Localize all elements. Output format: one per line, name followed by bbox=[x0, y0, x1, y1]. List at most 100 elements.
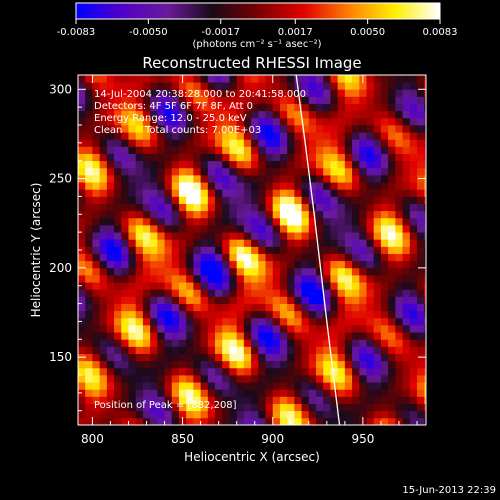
heatmap-cell bbox=[135, 325, 144, 333]
heatmap-cell bbox=[402, 275, 411, 283]
heatmap-cell bbox=[78, 189, 86, 197]
heatmap-cell bbox=[193, 196, 202, 204]
heatmap-cell bbox=[265, 310, 274, 319]
heatmap-cell bbox=[323, 375, 331, 383]
heatmap-cell bbox=[178, 196, 187, 204]
heatmap-cell bbox=[121, 410, 129, 419]
heatmap-cell bbox=[164, 275, 173, 283]
heatmap-cell bbox=[178, 310, 187, 319]
heatmap-cell bbox=[279, 139, 288, 147]
heatmap-cell bbox=[352, 339, 360, 347]
heatmap-cell bbox=[99, 282, 108, 290]
heatmap-cell bbox=[114, 403, 122, 412]
heatmap-cell bbox=[164, 110, 173, 119]
heatmap-cell bbox=[243, 382, 252, 390]
heatmap-cell bbox=[294, 196, 302, 204]
heatmap-cell bbox=[135, 282, 144, 290]
heatmap-cell bbox=[402, 232, 411, 240]
heatmap-cell bbox=[308, 82, 317, 90]
heatmap-cell bbox=[150, 139, 158, 147]
heatmap-cell bbox=[279, 353, 288, 362]
heatmap-cell bbox=[352, 139, 360, 147]
heatmap-cell bbox=[409, 360, 418, 369]
heatmap-cell bbox=[178, 210, 187, 219]
heatmap-cell bbox=[215, 317, 223, 326]
heatmap-cell bbox=[135, 317, 144, 326]
heatmap-cell bbox=[388, 310, 396, 319]
heatmap-cell bbox=[352, 117, 360, 126]
heatmap-cell bbox=[164, 96, 173, 104]
heatmap-cell bbox=[157, 317, 165, 326]
heatmap-cell bbox=[135, 339, 144, 347]
heatmap-cell bbox=[416, 317, 425, 326]
heatmap-cell bbox=[215, 410, 223, 419]
heatmap-cell bbox=[373, 82, 382, 90]
heatmap-cell bbox=[222, 367, 230, 376]
heatmap-cell bbox=[344, 103, 353, 112]
heatmap-cell bbox=[85, 389, 93, 397]
heatmap-cell bbox=[337, 232, 346, 240]
heatmap-cell bbox=[99, 296, 108, 304]
heatmap-cell bbox=[424, 210, 426, 219]
heatmap-cell bbox=[178, 89, 187, 97]
heatmap-cell bbox=[294, 75, 302, 83]
heatmap-cell bbox=[142, 203, 151, 212]
heatmap-cell bbox=[344, 196, 353, 204]
heatmap-cell bbox=[106, 203, 115, 212]
heatmap-cell bbox=[142, 210, 151, 219]
heatmap-cell bbox=[416, 203, 425, 212]
heatmap-cell bbox=[92, 375, 101, 383]
heatmap-cell bbox=[359, 267, 367, 276]
heatmap-cell bbox=[373, 153, 382, 162]
heatmap-cell bbox=[99, 310, 108, 319]
heatmap-cell bbox=[409, 396, 418, 404]
heatmap-cell bbox=[85, 82, 93, 90]
heatmap-cell bbox=[243, 103, 252, 112]
heatmap-cell bbox=[301, 310, 310, 319]
heatmap-cell bbox=[323, 153, 331, 162]
heatmap-cell bbox=[92, 253, 101, 262]
heatmap-cell bbox=[150, 289, 158, 297]
heatmap-cell bbox=[99, 82, 108, 90]
heatmap-cell bbox=[301, 189, 310, 197]
heatmap-cell bbox=[178, 246, 187, 254]
heatmap-cell bbox=[416, 282, 425, 290]
heatmap-cell bbox=[99, 132, 108, 140]
heatmap-cell bbox=[395, 182, 403, 190]
heatmap-cell bbox=[373, 182, 382, 190]
heatmap-cell bbox=[258, 410, 266, 419]
heatmap-cell bbox=[380, 175, 389, 183]
heatmap-cell bbox=[78, 182, 86, 190]
heatmap-cell bbox=[150, 103, 158, 112]
heatmap-cell bbox=[215, 103, 223, 112]
heatmap-cell bbox=[265, 89, 274, 97]
heatmap-cell bbox=[395, 96, 403, 104]
heatmap-cell bbox=[121, 203, 129, 212]
heatmap-cell bbox=[215, 125, 223, 133]
heatmap-cell bbox=[330, 367, 339, 376]
heatmap-cell bbox=[114, 367, 122, 376]
heatmap-cell bbox=[243, 375, 252, 383]
heatmap-cell bbox=[200, 132, 209, 140]
heatmap-cell bbox=[106, 196, 115, 204]
heatmap-cell bbox=[251, 260, 259, 269]
heatmap-cell bbox=[301, 210, 310, 219]
heatmap-cell bbox=[92, 403, 101, 412]
heatmap-cell bbox=[359, 146, 367, 154]
heatmap-cell bbox=[200, 403, 209, 412]
heatmap-cell bbox=[171, 125, 180, 133]
heatmap-cell bbox=[308, 403, 317, 412]
heatmap-cell bbox=[78, 260, 86, 269]
heatmap-cell bbox=[424, 217, 426, 226]
heatmap-cell bbox=[258, 125, 266, 133]
heatmap-cell bbox=[301, 289, 310, 297]
colorbar-tick-label: 0.0050 bbox=[350, 27, 385, 38]
heatmap-cell bbox=[106, 346, 115, 354]
heatmap-cell bbox=[128, 232, 137, 240]
heatmap-cell bbox=[272, 203, 281, 212]
heatmap-cell bbox=[150, 89, 158, 97]
heatmap-cell bbox=[164, 396, 173, 404]
heatmap-cell bbox=[388, 303, 396, 312]
heatmap-cell bbox=[330, 346, 339, 354]
heatmap-cell bbox=[373, 360, 382, 369]
